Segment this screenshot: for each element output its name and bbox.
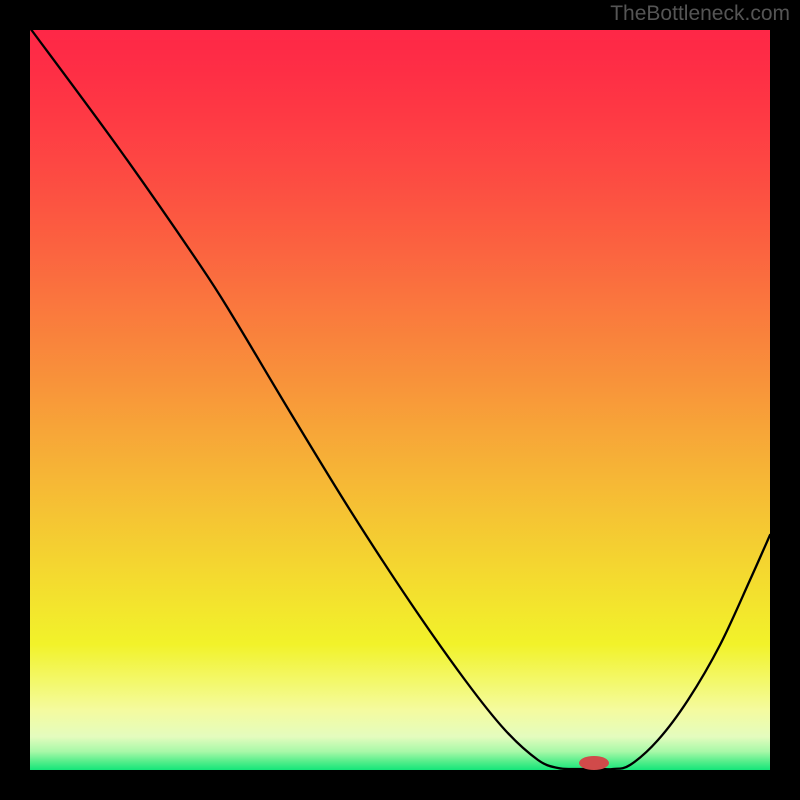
optimum-marker: [579, 756, 609, 770]
plot-area: [30, 30, 770, 770]
root: TheBottleneck.com: [0, 0, 800, 800]
bottleneck-chart: [0, 0, 800, 800]
watermark-text: TheBottleneck.com: [610, 2, 790, 26]
chart-container: [0, 0, 800, 800]
